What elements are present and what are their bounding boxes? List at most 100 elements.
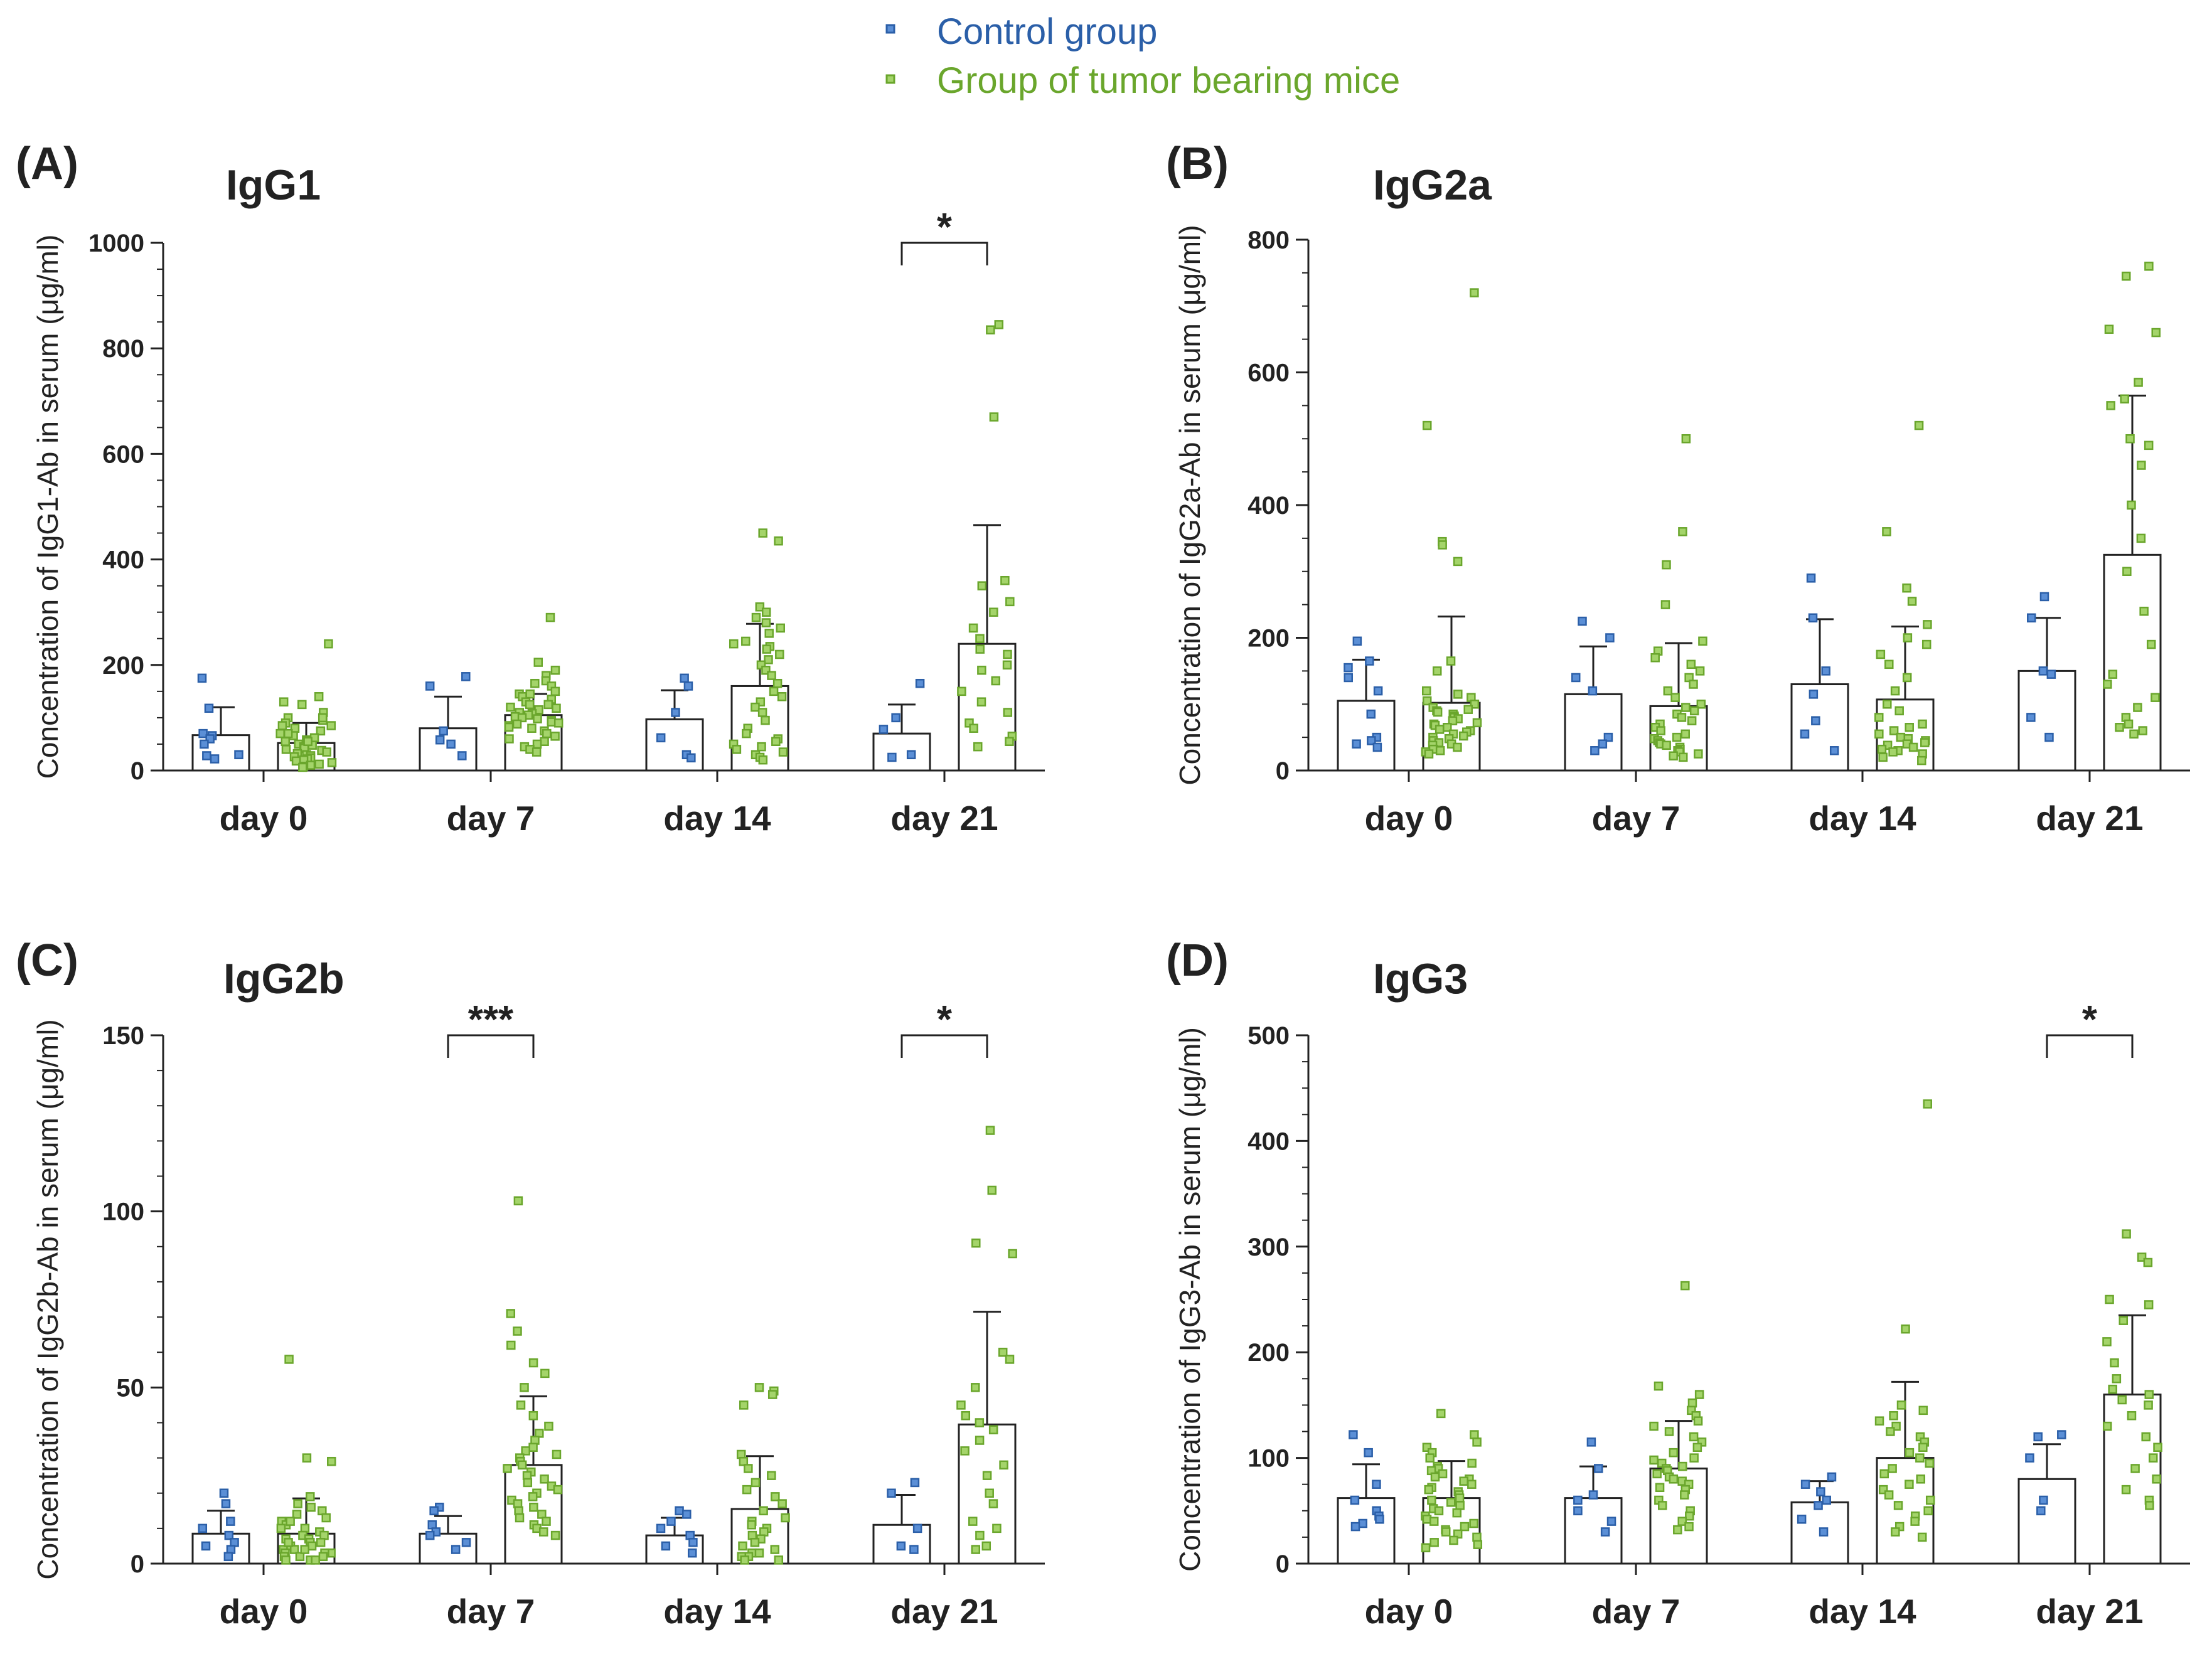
data-point	[2122, 1229, 2131, 1239]
data-point	[682, 1510, 692, 1519]
data-point	[1438, 540, 1447, 550]
data-point	[2152, 1474, 2161, 1484]
data-point	[281, 1555, 291, 1565]
data-point	[1877, 744, 1887, 754]
data-point	[544, 1421, 553, 1431]
data-point	[219, 1488, 229, 1498]
y-tick-label: 0	[1276, 757, 1290, 785]
data-point	[1588, 1490, 1598, 1500]
y-tick-label: 600	[102, 440, 144, 468]
data-point	[1421, 1543, 1431, 1552]
data-point	[1923, 1099, 1932, 1109]
y-axis-label: Concentration of IgG2b-Ab in serum (μg/m…	[31, 1019, 64, 1579]
data-point	[1923, 620, 1932, 629]
data-point	[1918, 1442, 1928, 1453]
data-point	[515, 1513, 525, 1523]
data-point	[1816, 1487, 1825, 1496]
data-point	[744, 1464, 753, 1473]
data-point	[1571, 673, 1581, 683]
data-point	[286, 1517, 295, 1526]
data-point	[1573, 1506, 1583, 1516]
y-tick-label: 800	[1248, 227, 1290, 254]
data-point	[223, 1552, 233, 1562]
data-point	[661, 1541, 671, 1551]
data-point	[2151, 328, 2161, 338]
data-point	[1884, 659, 1894, 669]
data-point	[1664, 1427, 1674, 1436]
data-point	[506, 702, 515, 712]
data-point	[770, 1545, 780, 1554]
data-point	[1917, 755, 1926, 765]
data-point	[425, 1530, 435, 1540]
data-point	[2039, 1495, 2048, 1505]
chart-title: IgG2a	[1373, 161, 1492, 209]
data-point	[1888, 747, 1898, 757]
data-point	[891, 713, 900, 723]
data-point	[777, 1499, 787, 1508]
data-point	[687, 753, 696, 763]
data-point	[512, 719, 522, 729]
data-point	[1000, 575, 1010, 585]
data-point	[318, 1552, 328, 1562]
data-point	[2139, 606, 2149, 616]
significance-line	[2046, 1034, 2134, 1058]
significance-bracket: *	[900, 206, 988, 265]
data-point	[1435, 746, 1445, 755]
data-point	[2127, 500, 2136, 510]
data-point	[2134, 378, 2143, 387]
data-point	[1649, 1455, 1659, 1465]
data-point	[525, 689, 535, 699]
data-point	[553, 1485, 563, 1495]
data-point	[542, 728, 552, 739]
data-point	[747, 1520, 756, 1530]
data-point	[975, 1436, 985, 1445]
data-point	[318, 713, 328, 723]
data-point	[1424, 1485, 1434, 1495]
y-axis-label: Concentration of IgG2a-Ab in serum (μg/m…	[1173, 225, 1206, 785]
data-point	[1367, 736, 1376, 745]
data-point	[1344, 663, 1353, 673]
data-point	[306, 1492, 315, 1501]
data-point	[887, 752, 897, 762]
data-point	[759, 1506, 768, 1516]
data-point	[1372, 742, 1382, 752]
data-point	[987, 1185, 997, 1195]
data-point	[1800, 729, 1810, 739]
data-point	[985, 1126, 995, 1135]
data-point	[1594, 1464, 1603, 1473]
data-point	[887, 1488, 896, 1498]
data-point	[451, 1545, 461, 1554]
data-point	[896, 1541, 906, 1551]
bar	[1337, 1497, 1396, 1565]
x-category-label: day 0	[1365, 1592, 1453, 1631]
data-point	[1470, 1430, 1479, 1439]
data-point	[1918, 1405, 1928, 1416]
data-point	[1453, 557, 1463, 567]
data-point	[1446, 1498, 1456, 1507]
data-point	[521, 1446, 530, 1456]
data-point	[1422, 686, 1431, 696]
data-point	[774, 1555, 784, 1565]
data-point	[912, 1523, 922, 1533]
data-point	[528, 1358, 538, 1368]
data-point	[503, 1464, 512, 1473]
data-point	[1925, 1495, 1935, 1505]
data-point	[991, 676, 1000, 686]
bar	[504, 1464, 563, 1565]
data-point	[1358, 1518, 1367, 1528]
data-point	[1888, 1464, 1897, 1473]
data-point	[1695, 666, 1705, 676]
x-category-label: day 14	[663, 799, 771, 838]
data-point	[1448, 716, 1458, 725]
data-point	[532, 739, 542, 749]
data-point	[504, 722, 514, 732]
data-point	[771, 1492, 780, 1501]
data-point	[457, 751, 467, 760]
y-tick-label: 200	[1248, 1339, 1290, 1367]
data-point	[771, 737, 781, 746]
data-point	[1907, 597, 1917, 606]
data-point	[909, 1545, 919, 1554]
data-point	[2039, 592, 2049, 602]
data-point	[540, 737, 549, 746]
data-point	[1680, 1490, 1689, 1500]
